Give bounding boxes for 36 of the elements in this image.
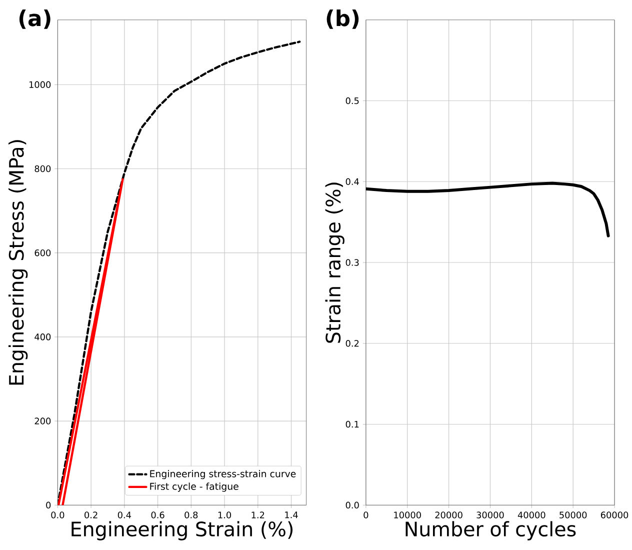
y-tick-label: 600	[34, 250, 51, 256]
x-tick-label: 1.2	[252, 512, 264, 518]
legend-label: First cycle - fatigue	[150, 482, 238, 492]
y-axis-title: Engineering Stress (MPa)	[8, 140, 28, 385]
x-tick-label: 40000	[518, 512, 546, 518]
x-tick-label: 0	[364, 512, 368, 518]
x-tick-label: 60000	[600, 512, 628, 518]
x-tick-label: 1.4	[285, 512, 298, 518]
x-tick-label: 1.0	[218, 512, 232, 518]
y-tick-label: 800	[34, 165, 51, 172]
y-tick-label: 0.1	[346, 420, 359, 428]
x-axis-title: Engineering Strain (%)	[72, 521, 293, 540]
y-tick-label: 0.2	[346, 340, 359, 347]
y-tick-label: 0.3	[346, 259, 359, 266]
x-tick-label: 0.0	[51, 512, 64, 518]
legend-label: Engineering stress-strain curve	[150, 470, 296, 480]
y-tick-label: 200	[34, 418, 51, 424]
x-tick-label: 0.8	[184, 512, 198, 518]
x-tick-label: 0.6	[151, 512, 164, 518]
x-tick-label: 10000	[394, 512, 421, 518]
y-axis-title: Strain range (%)	[325, 182, 344, 343]
y-tick-label: 0	[46, 502, 51, 509]
chart-title: (b)	[326, 10, 359, 29]
x-tick-label: 0.4	[118, 512, 132, 518]
y-tick-label: 400	[34, 334, 51, 340]
x-tick-label: 30000	[476, 512, 504, 518]
y-tick-label: 1000	[29, 81, 51, 88]
x-tick-label: 0.2	[84, 512, 98, 518]
x-axis-title: Number of cycles	[406, 521, 576, 540]
x-tick-label: 50000	[560, 512, 587, 518]
y-tick-label: 0.4	[346, 178, 359, 186]
y-tick-label: 0.5	[346, 97, 359, 104]
chart-title: (a)	[19, 10, 50, 29]
x-tick-label: 20000	[435, 512, 462, 518]
line-series	[366, 182, 610, 238]
y-tick-label: 0.0	[346, 502, 359, 509]
